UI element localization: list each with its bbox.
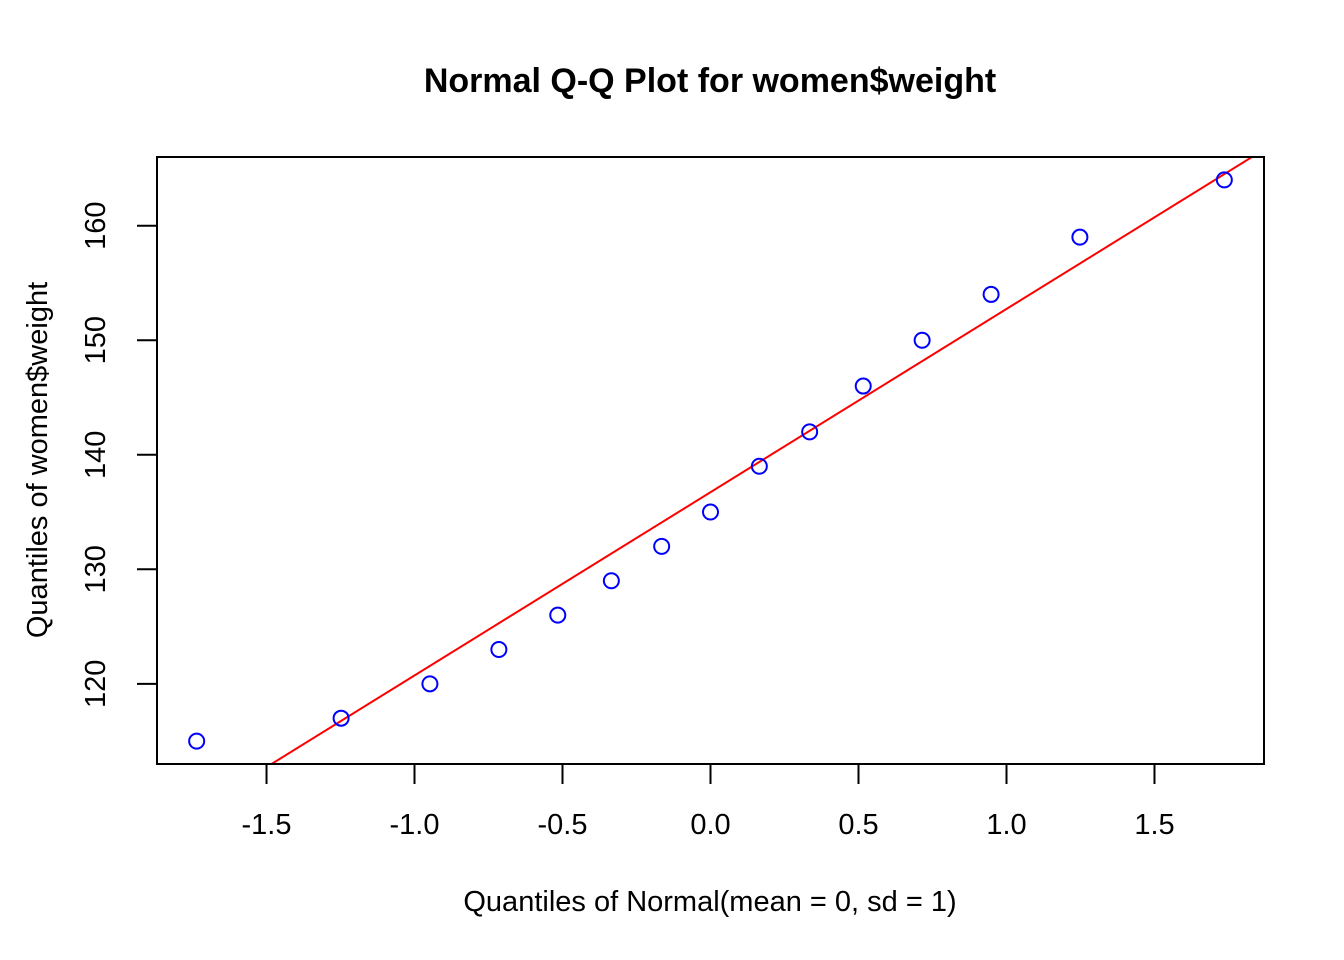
data-point [854,377,872,395]
x-tick-label: -0.5 [538,809,588,841]
plot-area [188,157,1254,764]
data-point [913,331,931,349]
y-tick-label: 130 [80,545,112,593]
data-point [1071,228,1089,246]
data-point [750,457,768,475]
data-point [188,732,206,750]
y-tick-label: 140 [80,431,112,479]
x-axis-label: Quantiles of Normal(mean = 0, sd = 1) [463,886,956,918]
x-tick-label: -1.5 [242,809,292,841]
data-point [549,606,567,624]
x-axis: -1.5 -1.0 -0.5 0.0 0.5 1.0 1.5 [242,763,1175,841]
y-axis: 120 130 140 150 160 [80,202,158,708]
data-point [653,537,671,555]
data-point [982,285,1000,303]
data-point [421,675,439,693]
chart-title: Normal Q-Q Plot for women$weight [424,62,996,100]
y-tick-label: 120 [80,660,112,708]
data-point [490,640,508,658]
x-tick-label: 0.5 [838,809,878,841]
plot-frame [156,156,1265,765]
x-tick-label: 1.0 [986,809,1026,841]
y-axis-label: Quantiles of women$weight [22,282,54,638]
data-point [1215,171,1233,189]
qq-reference-line [269,157,1254,764]
y-tick-label: 160 [80,202,112,250]
x-tick-label: 0.0 [690,809,730,841]
x-tick-label: 1.5 [1134,809,1174,841]
data-point [332,709,350,727]
data-point [801,423,819,441]
data-point [602,572,620,590]
x-tick-label: -1.0 [390,809,440,841]
y-tick-label: 150 [80,316,112,364]
data-point [702,503,719,521]
